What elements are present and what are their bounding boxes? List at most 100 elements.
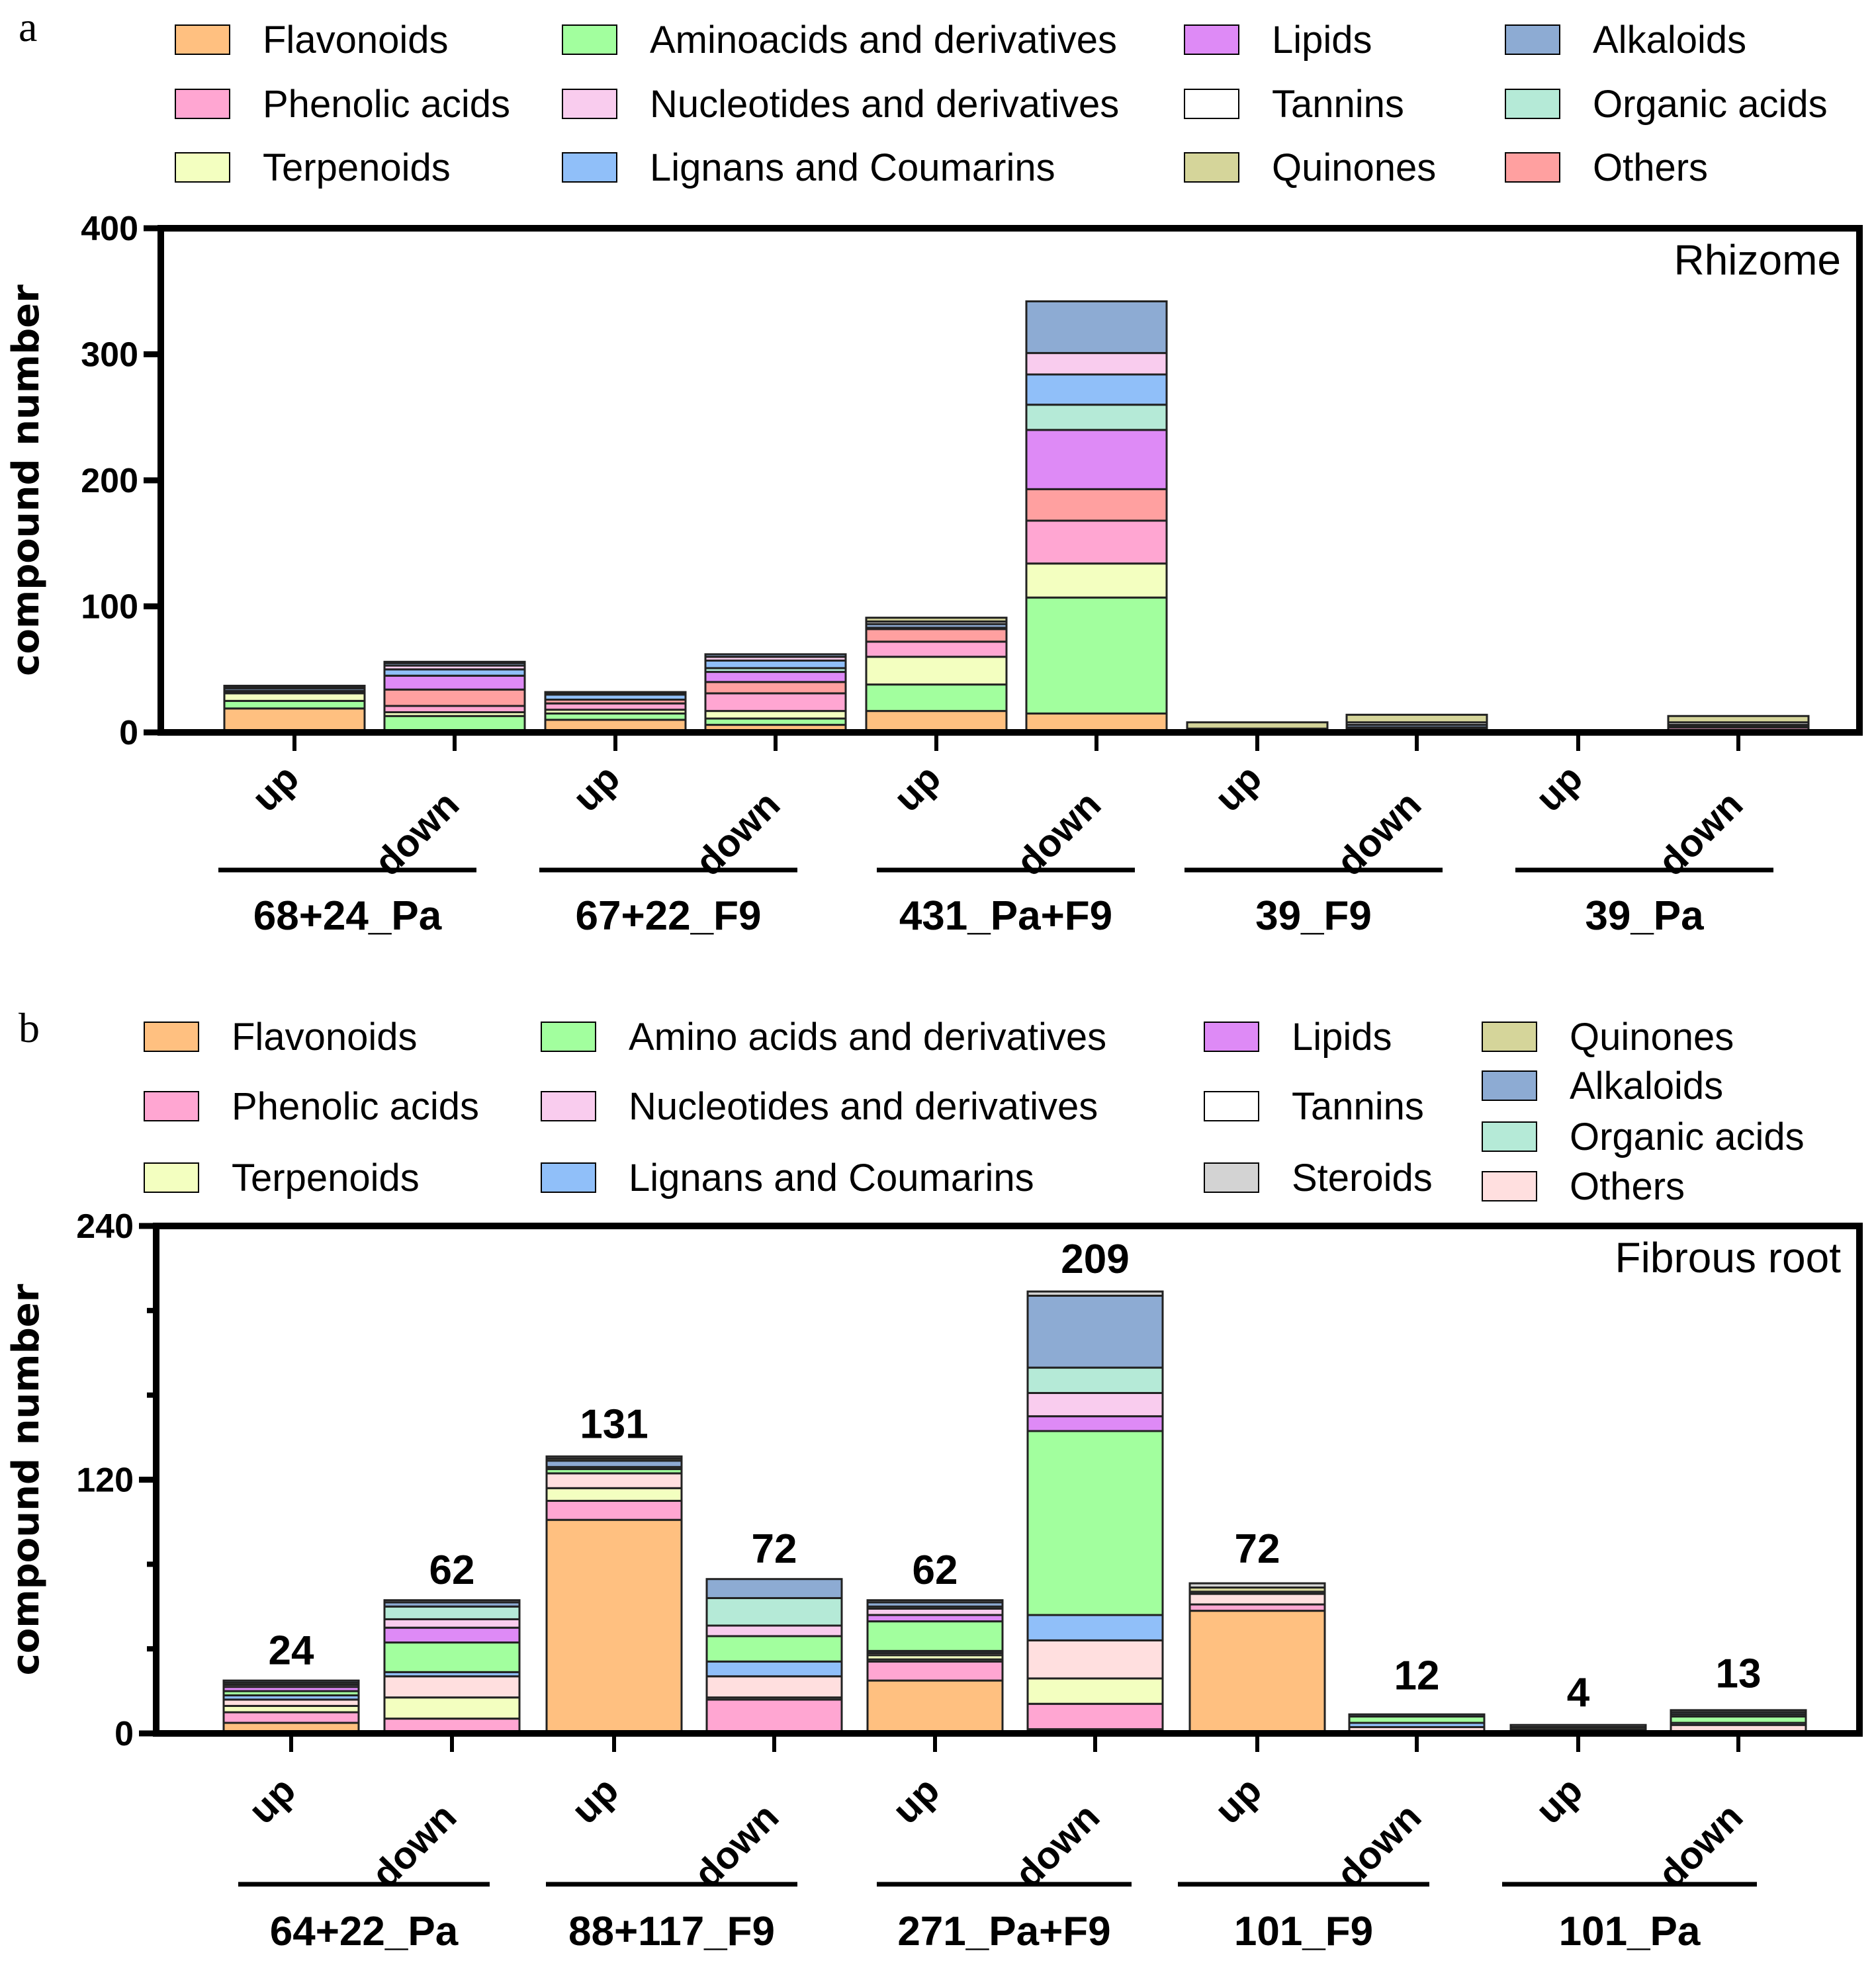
bar-segment-others xyxy=(545,1472,683,1489)
bar-segment-terpenoids xyxy=(223,692,366,702)
y-axis-title: compound number xyxy=(5,1284,48,1675)
bar-segment-quinones xyxy=(1186,721,1329,730)
bar-segment-others xyxy=(705,1675,843,1699)
data-label: 209 xyxy=(1061,1237,1129,1282)
bar-segment-terpenoids xyxy=(865,656,1008,686)
legend-swatch xyxy=(1184,152,1239,183)
x-category-label: up xyxy=(244,756,307,820)
y-tick-label: 400 xyxy=(81,210,138,248)
bar-segment-steroids xyxy=(1670,1709,1807,1714)
x-category-label: down xyxy=(1006,1795,1108,1896)
legend-label: Phenolic acids xyxy=(232,1085,479,1128)
x-category-label: down xyxy=(1650,1795,1751,1896)
bar-segment-quinones xyxy=(1667,715,1810,724)
legend-swatch xyxy=(1482,1022,1537,1052)
legend-item: Quinones xyxy=(1482,1016,1734,1059)
bar-segment-alkaloids xyxy=(705,1578,843,1599)
legend-item: Organic acids xyxy=(1505,83,1828,126)
bar-segment-steroids xyxy=(1026,1290,1164,1297)
legend-swatch xyxy=(1204,1162,1259,1193)
panel-b: b Flavonoids Phenolic acids Terpenoids Amino… xyxy=(5,1004,1863,1954)
legend-swatch xyxy=(562,24,617,55)
legend-label: Alkaloids xyxy=(1570,1065,1723,1108)
legend-swatch xyxy=(1184,89,1239,119)
bar-segment-terpenoids xyxy=(704,710,847,720)
legend-label: Nucleotides and derivatives xyxy=(629,1085,1098,1128)
bar-segment-steroids xyxy=(1188,1582,1326,1589)
bar-segment-quinones xyxy=(1345,713,1488,724)
bar-segment-phenolic-acids xyxy=(866,1660,1004,1682)
bar-segment-flavonoids xyxy=(1188,1610,1326,1735)
panel-letter: a xyxy=(19,3,37,50)
bar-segment-phenolic-acids xyxy=(545,1499,683,1521)
panel-a: a Flavonoids Phenolic acids Terpenoids Amino… xyxy=(5,3,1863,939)
legend-item: Others xyxy=(1505,146,1708,189)
legend-label: Quinones xyxy=(1272,146,1436,189)
bar-segment-organic-acids xyxy=(705,1596,843,1627)
legend-label: Tannins xyxy=(1292,1085,1424,1128)
legend-label: Others xyxy=(1593,146,1708,189)
legend-label: Lipids xyxy=(1292,1016,1392,1059)
bar-segment-quinones xyxy=(865,617,1008,623)
bar-segment-phenolic-acids xyxy=(1026,1702,1164,1731)
legend-item: Organic acids xyxy=(1482,1115,1805,1158)
legend-item: Alkaloids xyxy=(1505,19,1746,62)
legend-swatch xyxy=(1505,152,1560,183)
y-tick-label: 100 xyxy=(81,588,138,627)
bar-segment-aminoacids-and-derivatives xyxy=(1025,596,1168,715)
bar-segment-phenolic-acids xyxy=(865,640,1008,658)
bar-segment-lipids xyxy=(1025,429,1168,490)
bar-segment-aminoacids-and-derivatives xyxy=(383,715,526,732)
legend-swatch xyxy=(541,1091,596,1121)
data-label: 12 xyxy=(1394,1653,1440,1699)
legend-swatch xyxy=(1505,24,1560,55)
legend-swatch xyxy=(1505,89,1560,119)
group-label: 67+22_F9 xyxy=(576,893,762,939)
bar-segment-others xyxy=(1188,1592,1326,1606)
data-label: 72 xyxy=(1235,1526,1280,1572)
legend-swatch xyxy=(175,152,230,183)
bars xyxy=(222,1290,1807,1735)
bar-segment-alkaloids xyxy=(704,653,847,658)
legend-label: Flavonoids xyxy=(263,19,448,62)
bar-segment-organic-acids xyxy=(1026,1366,1164,1394)
bar-segment-others xyxy=(383,1675,521,1699)
legend-item: Phenolic acids xyxy=(144,1085,479,1128)
bar-segment-flavonoids xyxy=(865,710,1008,734)
legend-swatch xyxy=(1482,1171,1537,1201)
legend-swatch xyxy=(541,1022,596,1052)
legend-label: Others xyxy=(1570,1165,1685,1208)
legend-item: Amino acids and derivatives xyxy=(541,1016,1106,1059)
bar-segment-alkaloids xyxy=(1026,1294,1164,1369)
legend-swatch xyxy=(175,24,230,55)
bar-segment-nucleotides-and-derivatives xyxy=(383,1618,521,1629)
bar-segment-terpenoids xyxy=(1025,562,1168,599)
group-label: 431_Pa+F9 xyxy=(899,893,1112,939)
bar-segment-lipids xyxy=(1026,1415,1164,1432)
x-category-label: up xyxy=(240,1768,304,1832)
legend-item: Steroids xyxy=(1204,1156,1433,1199)
legend-item: Lipids xyxy=(1184,19,1372,62)
legend-swatch xyxy=(541,1162,596,1193)
x-category-label: up xyxy=(1527,756,1591,820)
legend-label: Organic acids xyxy=(1593,83,1828,126)
x-category-label: up xyxy=(1206,1768,1270,1832)
legend-item: Tannins xyxy=(1184,83,1404,126)
data-label: 72 xyxy=(752,1526,797,1572)
legend-item: Terpenoids xyxy=(144,1156,420,1199)
legend-label: Amino acids and derivatives xyxy=(629,1016,1106,1059)
legend-item: Phenolic acids xyxy=(175,83,510,126)
legend-label: Lipids xyxy=(1272,19,1372,62)
bar-segment-amino-acids-and-derivatives xyxy=(866,1620,1004,1652)
legend-label: Nucleotides and derivatives xyxy=(650,83,1119,126)
legend-swatch xyxy=(1184,24,1239,55)
panel-title: Rhizome xyxy=(1674,236,1841,284)
bar-segment-phenolic-acids xyxy=(222,1711,360,1724)
legend-swatch xyxy=(1204,1022,1259,1052)
bar-segment-steroids xyxy=(545,1455,683,1460)
bar-segment-phenolic-acids xyxy=(704,692,847,713)
bar-segment-amino-acids-and-derivatives xyxy=(705,1635,843,1663)
data-label: 62 xyxy=(913,1547,958,1593)
plot-frame xyxy=(157,225,1863,736)
panel-title: Fibrous root xyxy=(1615,1234,1842,1282)
